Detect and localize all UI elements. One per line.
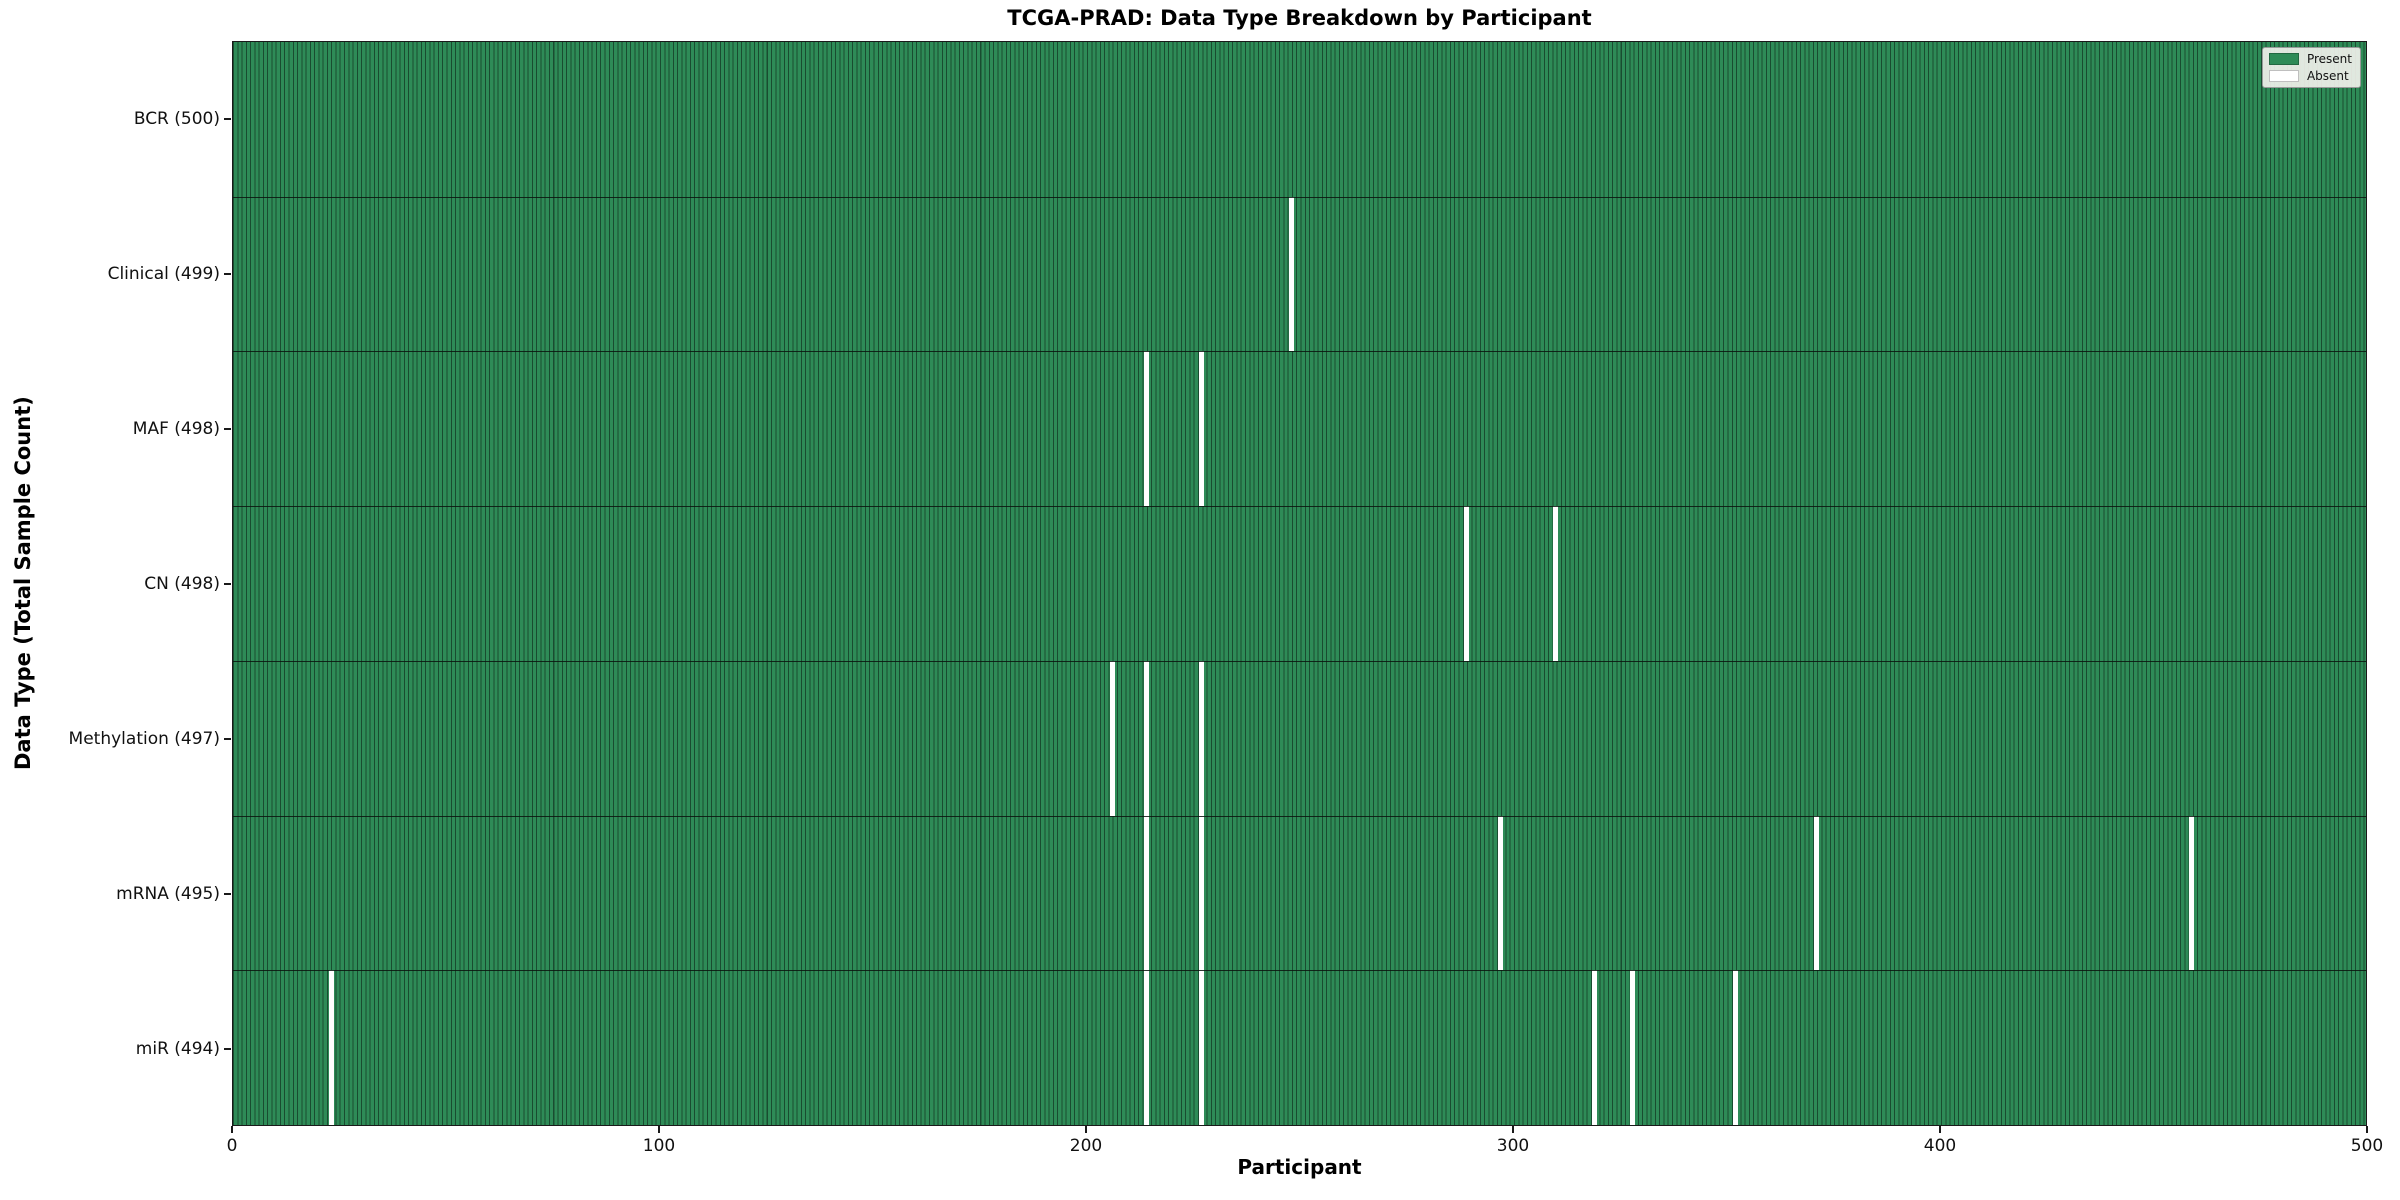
x-tick-label: 500 [2350, 1136, 2384, 1156]
plot-area: Present Absent [232, 41, 2367, 1126]
row-separator [233, 815, 2366, 817]
row-separator [233, 970, 2366, 972]
absent-gap [1463, 506, 1469, 661]
absent-gap [2189, 815, 2195, 971]
absent-gap [1553, 506, 1559, 661]
y-tick-mark [224, 582, 231, 585]
y-tick-mark [224, 272, 231, 275]
absent-gap [1199, 970, 1205, 1125]
absent-gap [1498, 815, 1503, 971]
y-tick-label: BCR (500) [133, 108, 220, 129]
absent-gap [329, 970, 335, 1125]
absent-gap [1288, 196, 1294, 352]
absent-gap [1109, 660, 1115, 816]
x-tick-label: 400 [1923, 1136, 1957, 1156]
row-clinical [233, 196, 2366, 352]
y-tick-mark [224, 117, 231, 120]
x-tick-mark [1085, 1126, 1087, 1133]
y-tick-mark [224, 737, 231, 740]
absent-gap [1199, 815, 1205, 971]
x-tick-mark [231, 1126, 233, 1133]
y-tick-mark [224, 1047, 231, 1050]
row-cn [233, 506, 2366, 661]
legend-swatch-absent [2268, 70, 2299, 82]
row-separator [233, 506, 2366, 508]
legend-entry-present: Present [2268, 52, 2352, 66]
row-separator [233, 660, 2366, 662]
x-tick-label: 0 [226, 1136, 238, 1156]
row-maf [233, 351, 2366, 507]
y-tick-label: Methylation (497) [68, 728, 220, 749]
y-tick-mark [224, 892, 231, 895]
legend: Present Absent [2261, 47, 2361, 88]
row-bcr [233, 42, 2366, 197]
absent-gap [1591, 970, 1597, 1125]
row-separator [233, 351, 2366, 353]
absent-gap [1143, 970, 1149, 1125]
legend-label: Absent [2306, 69, 2349, 83]
row-mir [233, 970, 2366, 1125]
legend-swatch-present [2268, 53, 2299, 65]
absent-gap [1143, 815, 1149, 971]
row-mrna [233, 815, 2366, 971]
x-tick-mark [658, 1126, 660, 1133]
absent-gap [1732, 970, 1738, 1125]
absent-gap [1630, 970, 1636, 1125]
absent-gap [1813, 815, 1819, 971]
y-tick-mark [224, 427, 231, 430]
legend-label: Present [2306, 52, 2352, 66]
absent-gap [1143, 660, 1149, 816]
absent-gap [1199, 660, 1205, 816]
x-tick-mark [1512, 1126, 1514, 1133]
absent-gap [1143, 351, 1149, 507]
chart-title: TCGA-PRAD: Data Type Breakdown by Partic… [1007, 6, 1592, 30]
y-tick-label: CN (498) [144, 573, 220, 594]
x-tick-mark [2366, 1126, 2368, 1133]
y-tick-label: miR (494) [135, 1038, 220, 1059]
x-tick-label: 300 [1496, 1136, 1530, 1156]
absent-gap [1199, 351, 1205, 507]
row-separator [233, 196, 2366, 198]
row-methylation [233, 660, 2366, 816]
y-tick-label: Clinical (499) [107, 263, 220, 284]
x-tick-mark [1939, 1126, 1941, 1133]
x-axis-label: Participant [1237, 1155, 1362, 1179]
x-tick-label: 200 [1069, 1136, 1103, 1156]
y-tick-label: MAF (498) [132, 418, 220, 439]
legend-entry-absent: Absent [2268, 69, 2352, 83]
y-tick-label: mRNA (495) [116, 883, 220, 904]
x-tick-label: 100 [642, 1136, 676, 1156]
